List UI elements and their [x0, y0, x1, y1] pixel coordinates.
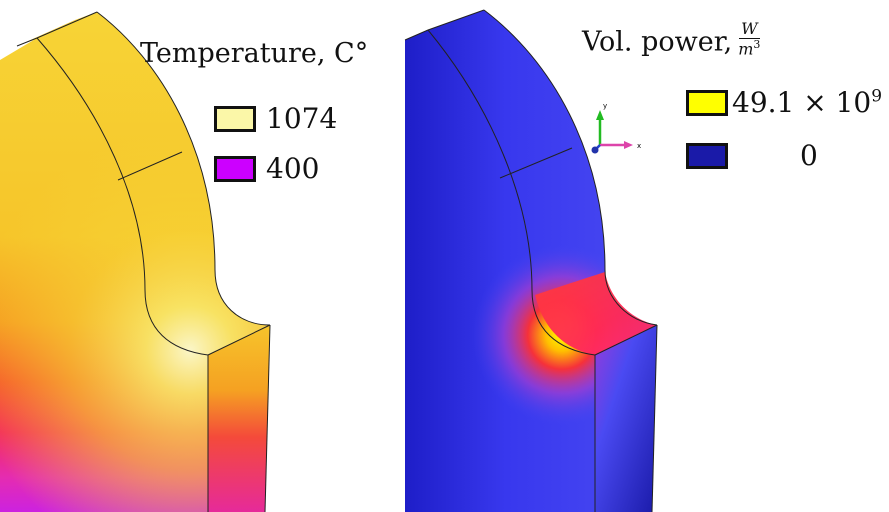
power-field-render: y x	[404, 9, 658, 512]
power-legend-max: 49.1 × 109	[686, 86, 882, 119]
temperature-field-render	[0, 11, 271, 512]
power-max-mantissa: 49.1 × 10	[732, 86, 872, 119]
power-max-swatch	[686, 89, 728, 116]
power-title-text: Vol. power,	[582, 26, 733, 58]
axis-y-label: y	[603, 102, 607, 110]
power-legend-min: 0	[686, 139, 818, 172]
axis-x-label: x	[637, 142, 641, 150]
power-min-swatch	[686, 142, 728, 169]
temperature-panel: Temperature, C° 1074 400	[0, 0, 420, 512]
power-unit-exponent: 3	[753, 37, 761, 51]
temperature-legend-min: 400	[214, 152, 319, 185]
power-max-label: 49.1 × 109	[732, 86, 882, 119]
power-max-exponent: 9	[871, 86, 883, 107]
power-unit-numerator: W	[739, 19, 760, 39]
power-step-top-face	[535, 272, 657, 355]
temperature-legend-max: 1074	[214, 102, 337, 135]
power-min-label: 0	[800, 139, 818, 172]
temperature-side-face	[208, 325, 270, 512]
temperature-min-swatch	[214, 155, 256, 182]
temperature-legend-title: Temperature, C°	[140, 38, 369, 69]
axis-triad: y x	[591, 102, 641, 154]
power-side-face	[595, 325, 657, 512]
power-unit-denominator: m	[738, 38, 754, 58]
temperature-min-label: 400	[266, 152, 320, 185]
temperature-max-swatch	[214, 105, 256, 132]
temperature-max-label: 1074	[266, 102, 338, 135]
